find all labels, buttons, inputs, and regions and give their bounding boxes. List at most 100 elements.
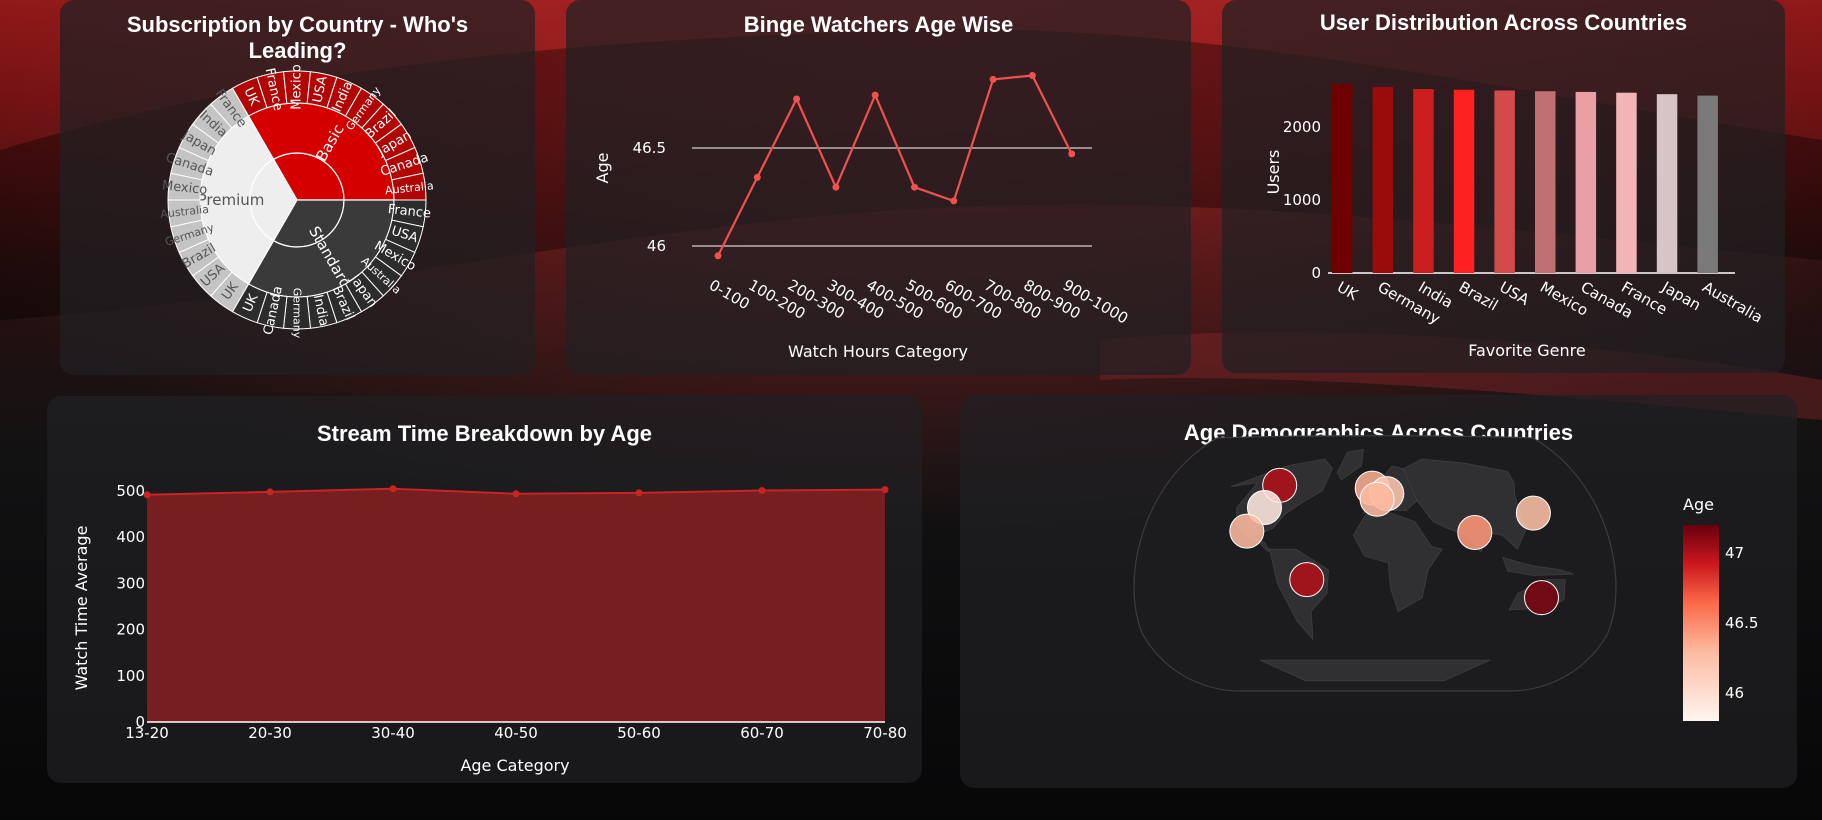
binge-point-0-100	[714, 252, 722, 260]
users-bar-uk	[1332, 83, 1353, 274]
subscription-card: Subscription by Country - Who's Leading?…	[60, 0, 535, 375]
stream-ytick-3: 300	[116, 574, 145, 592]
stream-xtick-30-40: 30-40	[371, 724, 415, 742]
stream-point-50-60	[635, 489, 643, 497]
users-xtick-australia: Australia	[1699, 278, 1765, 327]
binge-point-900-1000	[1068, 150, 1076, 158]
sunburst-label-basic-uk: UK	[241, 85, 262, 108]
binge-point-500-600	[911, 183, 918, 191]
sunburst-label-premium-australia: Australia	[160, 203, 210, 221]
geo-scatter-map[interactable]: Age 46 46.5 47	[960, 395, 1797, 788]
sunburst-label-standard-uk: UK	[241, 292, 262, 315]
users-ytick-1: 1000	[1283, 191, 1321, 209]
users-bar-mexico	[1535, 91, 1556, 273]
sunburst-label-basic-mexico: Mexico	[290, 64, 305, 109]
geo-marker-mexico	[1229, 513, 1265, 549]
stream-xtick-60-70: 60-70	[740, 724, 784, 742]
stream-point-40-50	[512, 490, 520, 498]
stream-chart-title: Stream Time Breakdown by Age	[317, 421, 652, 446]
binge-point-200-300	[793, 95, 801, 103]
users-xtick-uk: UK	[1334, 278, 1362, 305]
stream-point-60-70	[758, 487, 766, 495]
geo-marker-australia	[1524, 580, 1560, 616]
users-ytick-2: 2000	[1283, 118, 1321, 136]
sunburst-slice-premium-france	[209, 87, 250, 129]
stream-xtick-40-50: 40-50	[494, 724, 538, 742]
users-bar-brazil	[1453, 89, 1475, 274]
stream-ytick-4: 400	[116, 528, 145, 546]
geo-card: Age Demographics Across Countries Age 46 4…	[960, 395, 1797, 788]
stream-ytick-2: 200	[116, 621, 145, 639]
geo-colorbar-tick-2: 47	[1725, 544, 1744, 562]
geo-marker-usa	[1246, 490, 1282, 526]
users-x-axis-title: Favorite Genre	[1468, 341, 1585, 360]
stream-ytick-0: 0	[135, 713, 145, 731]
users-xtick-usa: USA	[1496, 278, 1533, 309]
subscription-chart-title: Subscription by Country - Who's Leading?	[126, 12, 469, 63]
sunburst-label-standard-germany: Germany	[291, 288, 304, 339]
stream-xtick-70-80: 70-80	[863, 724, 907, 742]
stream-area-chart[interactable]: 0 100 200 300 400 500 13-20 20-30 30-40 40-50 50-6…	[47, 396, 922, 783]
stream-xtick-13-20: 13-20	[125, 724, 169, 742]
stream-ytick-1: 100	[116, 667, 145, 685]
binge-point-100-200	[753, 173, 761, 181]
users-bar-france	[1616, 92, 1637, 273]
geo-colorbar-title: Age	[1683, 495, 1714, 514]
stream-point-70-80	[881, 486, 889, 494]
geo-land-greenland	[1336, 448, 1364, 481]
stream-area-fill	[147, 488, 885, 722]
stream-card: Stream Time Breakdown by Age 0 100 200 300 4…	[47, 396, 922, 783]
binge-series-line	[717, 74, 1073, 257]
geo-marker-japan	[1515, 495, 1551, 531]
users-bar-india	[1413, 89, 1434, 273]
geo-marker-india	[1457, 514, 1493, 550]
users-card: User Distribution Across Countries 0 1000…	[1222, 0, 1785, 373]
users-bar-germany	[1372, 86, 1394, 273]
geo-colorbar	[1683, 525, 1719, 721]
geo-land-antarctica	[1259, 659, 1491, 682]
stream-point-20-30	[266, 488, 274, 496]
stream-point-30-40	[389, 485, 397, 493]
geo-marker-france	[1359, 481, 1395, 517]
binge-card: Binge Watchers Age Wise 46 46.5 0-100 100-2…	[566, 0, 1191, 375]
users-bar-japan	[1656, 94, 1678, 274]
binge-point-800-900	[1028, 71, 1036, 79]
geo-colorbar-tick-0: 46	[1725, 684, 1744, 702]
binge-ytick-0: 46	[647, 237, 666, 255]
binge-line-chart[interactable]: 4646.50-100100-200200-300300-400400-5005…	[566, 0, 1191, 375]
sunburst-label-standard-india: India	[310, 293, 331, 327]
binge-x-axis-title: Watch Hours Category	[788, 342, 968, 361]
binge-chart-title: Binge Watchers Age Wise	[743, 12, 1014, 37]
geo-land-asia	[1402, 458, 1528, 553]
users-bar-usa	[1494, 90, 1515, 273]
stream-x-axis-title: Age Category	[460, 756, 569, 775]
geo-land-indonesia	[1502, 556, 1574, 576]
sunburst-label-premium: Premium	[198, 191, 265, 209]
binge-point-300-400	[832, 183, 840, 191]
stream-ytick-5: 500	[116, 482, 145, 500]
stream-xtick-20-30: 20-30	[248, 724, 292, 742]
binge-ytick-1: 46.5	[633, 139, 666, 157]
users-chart-title: User Distribution Across Countries	[1319, 10, 1688, 35]
users-bar-canada	[1575, 91, 1597, 274]
stream-y-axis-title: Watch Time Average	[72, 526, 91, 691]
stream-xtick-50-60: 50-60	[617, 724, 661, 742]
sunburst-label-premium-mexico: Mexico	[161, 178, 208, 198]
binge-point-400-500	[871, 91, 879, 99]
users-ytick-0: 0	[1311, 264, 1321, 282]
binge-xtick-0-100: 0-100	[706, 276, 753, 313]
sunburst-label-standard-france: France	[387, 202, 432, 221]
stream-point-13-20	[143, 491, 151, 499]
users-xtick-brazil: Brazil	[1456, 278, 1501, 315]
geo-colorbar-tick-1: 46.5	[1725, 614, 1758, 632]
binge-y-axis-title: Age	[593, 153, 612, 184]
users-y-axis-title: Users	[1264, 150, 1283, 195]
geo-marker-brazil	[1289, 562, 1325, 598]
sunburst-label-basic-australia: Australia	[384, 179, 434, 197]
users-bar-australia	[1697, 95, 1718, 273]
binge-point-600-700	[950, 197, 958, 205]
binge-point-700-800	[989, 75, 997, 83]
sunburst-label-basic-usa: USA	[310, 75, 330, 105]
